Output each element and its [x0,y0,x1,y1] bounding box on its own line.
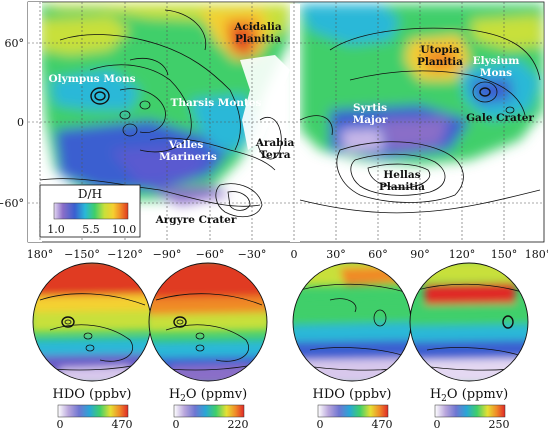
legend-hdo-west-title: HDO (ppbv) [52,387,131,402]
label-arabia-1: Arabia [255,137,295,149]
label-utopia-1: Utopia [420,44,459,56]
label-arabia-2: Terra [259,149,290,161]
label-elysium-1: Elysium [473,55,520,67]
label-gale-crater: Gale Crater [466,112,534,124]
lat-tick-60: 60° [5,37,25,50]
label-syrtis-2: Major [353,114,388,126]
label-utopia-2: Planitia [417,56,463,68]
legend-h2o-east-min: 0 [434,418,441,430]
dh-legend-tick-max: 10.0 [112,223,137,236]
label-tharsis-montes: Tharsis Montes [171,97,262,109]
legend-h2o-east: H2O (ppmv) 0 250 [430,387,510,430]
label-argyre-crater: Argyre Crater [155,214,237,226]
colorbar-h2o-east [434,404,506,418]
lon-tick: −60° [196,248,225,261]
legend-hdo-west-max: 470 [112,418,133,430]
label-valles-2: Marineris [159,151,217,163]
dh-legend-tick-min: 1.0 [47,223,65,236]
region-labels: Acidalia Planitia Olympus Mons Tharsis M… [48,21,534,226]
lon-ticks: 180° −150° −120° −90° −60° −30° 0 30° 60… [27,248,548,261]
lon-tick: 120° [449,248,476,261]
legend-hdo-east-min: 0 [317,418,324,430]
lon-tick: −120° [107,248,143,261]
legend-h2o-west-min: 0 [173,418,180,430]
lon-tick: 0 [291,248,298,261]
legend-hdo-east-max: 470 [372,418,393,430]
globe-hdo-west [32,262,152,382]
lon-tick: 90° [410,248,430,261]
colorbar-hdo-east [317,404,389,418]
lon-tick: −30° [238,248,267,261]
label-syrtis-1: Syrtis [353,102,387,114]
legend-hdo-west-min: 0 [57,418,64,430]
colorbar-h2o-west [173,404,245,418]
lat-tick-0: 0 [17,116,24,129]
legend-hdo-east: HDO (ppbv) 0 470 [312,387,392,430]
lat-tick-minus-60: −60° [0,197,24,210]
label-hellas-2: Planitia [379,181,425,193]
dh-legend: D/H 1.0 5.5 10.0 [39,184,141,238]
lon-tick: −90° [153,248,182,261]
label-acidalia-2: Planitia [235,33,281,45]
legend-h2o-west-title: H2O (ppmv) [169,387,247,404]
lon-tick: 180° [525,248,548,261]
dh-legend-tick-mid: 5.5 [82,223,100,236]
lon-tick: 150° [491,248,518,261]
label-valles-1: Valles [168,139,204,151]
lon-tick: 60° [368,248,388,261]
legend-hdo-west: HDO (ppbv) 0 470 [52,387,132,430]
globe-h2o-west [148,262,268,382]
label-acidalia-1: Acidalia [233,21,282,33]
lon-tick: 180° [27,248,54,261]
lon-tick: 30° [326,248,346,261]
globe-h2o-east [409,262,529,382]
legend-h2o-east-max: 250 [489,418,510,430]
colorbar-hdo-west [57,404,129,418]
label-elysium-2: Mons [480,67,512,79]
dh-legend-title: D/H [78,187,102,201]
legend-h2o-west: H2O (ppmv) 0 220 [169,387,249,430]
globe-hdo-east [292,262,412,382]
legend-h2o-east-title: H2O (ppmv) [430,387,508,404]
legend-h2o-west-max: 220 [228,418,249,430]
legend-hdo-east-title: HDO (ppbv) [312,387,391,402]
main-map: 60° 0 −60° 180° −150° −120° −90° −60° −3… [0,1,548,261]
label-olympus-mons: Olympus Mons [48,73,135,85]
dh-colorbar [53,202,129,220]
topography-contours [39,9,541,218]
label-hellas-1: Hellas [383,169,420,181]
dh-color-field [28,2,544,242]
lon-tick: −150° [64,248,100,261]
